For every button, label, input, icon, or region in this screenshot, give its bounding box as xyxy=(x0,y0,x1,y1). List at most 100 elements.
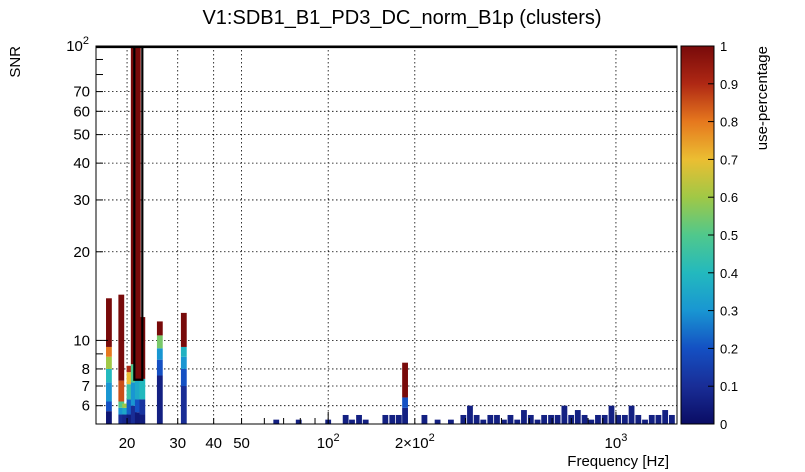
x-tick-label: 30 xyxy=(169,435,186,452)
heatmap-cell xyxy=(480,419,487,424)
colorbar-label: use-percentage xyxy=(754,46,771,150)
heatmap-cell xyxy=(139,414,146,424)
heatmap-cell xyxy=(534,419,541,424)
heatmap-cell xyxy=(134,412,141,424)
plot-frame xyxy=(95,45,678,425)
heatmap-cell xyxy=(421,414,428,424)
highlight-box xyxy=(96,45,677,381)
heatmap-cell xyxy=(139,378,146,400)
heatmap-cell xyxy=(130,405,137,424)
heatmap-cell xyxy=(662,410,669,424)
heatmap-cell xyxy=(106,346,112,357)
y-tick-label: 40 xyxy=(73,155,90,172)
plot-background xyxy=(96,46,677,424)
heatmap-cell xyxy=(134,380,141,400)
heatmap-cell xyxy=(342,414,349,424)
heatmap-cell xyxy=(615,414,622,424)
colorbar-tick-label: 0.8 xyxy=(720,115,738,130)
heatmap-cell xyxy=(180,346,187,357)
heatmap-cell xyxy=(628,405,635,424)
heatmap-cell xyxy=(349,419,355,424)
colorbar-tick-label: 0.2 xyxy=(720,341,738,356)
heatmap-cell xyxy=(389,414,396,424)
heatmap-cell xyxy=(621,414,628,424)
colorbar-tick-label: 0.6 xyxy=(720,190,738,205)
y-tick-label: 70 xyxy=(73,84,90,101)
heatmap-cell xyxy=(118,294,125,381)
heatmap-cell xyxy=(180,356,187,369)
heatmap-cell xyxy=(494,414,500,424)
heatmap-cell xyxy=(134,399,141,413)
plot-area: 20 30 40 50 102 2×102 103 6 78 10 20 30 40 50 60 70 102 xyxy=(66,35,678,452)
heatmap-cell xyxy=(156,321,163,336)
heatmap-cell xyxy=(122,403,129,408)
heatmap-cell xyxy=(126,365,133,373)
heatmap-cell xyxy=(139,399,146,415)
heatmap-cell xyxy=(126,384,133,400)
heatmap-cell xyxy=(527,414,534,424)
highlight-box-outline xyxy=(133,47,144,381)
heatmap-cell xyxy=(581,414,588,424)
y-tick-label: 50 xyxy=(73,127,90,144)
heatmap-cell xyxy=(134,46,141,381)
heatmap-cell xyxy=(156,335,163,349)
heatmap-cell xyxy=(106,411,112,424)
heatmap-cell xyxy=(382,414,389,424)
heatmap-cell xyxy=(460,414,467,424)
heatmap-cell xyxy=(655,414,662,424)
colorbar-tick-label: 1 xyxy=(720,39,727,54)
x-tick-label: 102 xyxy=(317,432,340,452)
x-tick-label: 50 xyxy=(233,435,250,452)
heatmap-cell xyxy=(601,414,608,424)
y-tick-label: 10 xyxy=(73,332,90,349)
heatmap-cell xyxy=(126,372,133,385)
heatmap-cell xyxy=(130,382,137,406)
heatmap-cell xyxy=(118,380,125,402)
heatmap-cell xyxy=(554,414,561,424)
heatmap-cell xyxy=(635,414,642,424)
heatmap-cell xyxy=(362,419,369,424)
heatmap-cell xyxy=(106,368,112,383)
y-tick-label: 30 xyxy=(73,192,90,209)
heatmap-cell xyxy=(642,419,648,424)
heatmap-cell xyxy=(608,405,615,424)
x-tick-label: 20 xyxy=(119,435,136,452)
heatmap-cell xyxy=(588,419,595,424)
colorbar-tick-label: 0.9 xyxy=(720,77,738,92)
heatmap-cell xyxy=(156,348,163,360)
heatmap-cell xyxy=(106,298,112,347)
heatmap-cell xyxy=(156,359,163,376)
colorbar-tick-label: 0.1 xyxy=(720,379,738,394)
colorbar-tick-label: 0.4 xyxy=(720,266,738,281)
heatmap-cell xyxy=(356,414,362,424)
heatmap-cell xyxy=(514,419,521,424)
heatmap-cell xyxy=(487,414,494,424)
heatmap-cell xyxy=(521,410,527,424)
colorbar-tick-label: 0.7 xyxy=(720,152,738,167)
heatmap-cell xyxy=(402,397,408,408)
heatmap-cell xyxy=(273,419,280,424)
heatmap-cell xyxy=(180,312,187,347)
colorbar-tick-label: 0 xyxy=(720,417,727,432)
heatmap-cell xyxy=(126,399,133,415)
heatmap-cell xyxy=(648,414,655,424)
heatmap-cell xyxy=(118,401,125,408)
heatmap-cell xyxy=(156,375,163,424)
heatmap-cell xyxy=(118,407,125,415)
heatmap-cell xyxy=(434,419,441,424)
colorbar-tick-label: 0.5 xyxy=(720,228,738,243)
y-tick-label: 6 xyxy=(82,398,90,415)
heatmap-cell xyxy=(467,405,473,424)
heatmap-cell xyxy=(669,414,675,424)
colorbar-tick-label: 0.3 xyxy=(720,304,738,319)
heatmap-cell xyxy=(561,405,568,424)
heatmap-cell xyxy=(473,414,480,424)
heatmap-cell xyxy=(106,382,112,402)
heatmap-cell xyxy=(507,414,514,424)
x-tick-label: 40 xyxy=(205,435,222,452)
y-axis-label: SNR xyxy=(7,46,24,78)
heatmap-cell xyxy=(126,414,133,424)
heatmap-cell xyxy=(180,386,187,424)
heatmap-cell xyxy=(106,401,112,412)
